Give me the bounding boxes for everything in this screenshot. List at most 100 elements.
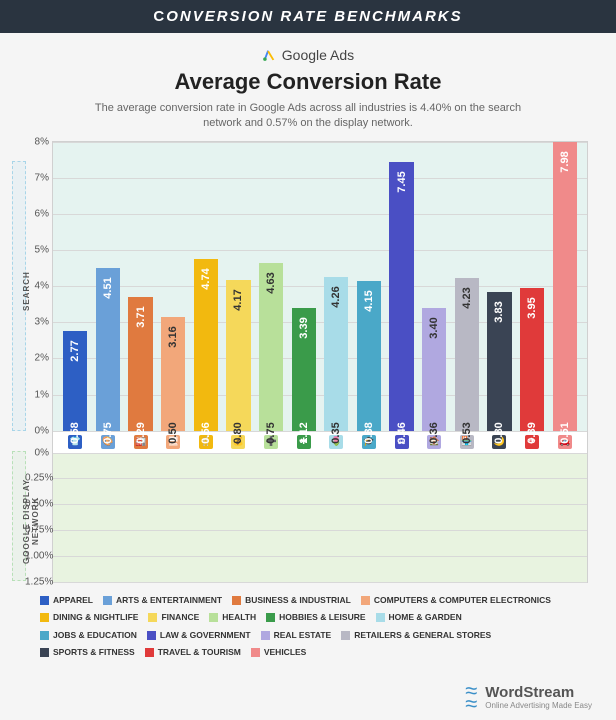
search-bar: 4.15 (357, 281, 381, 431)
bar-column: 4.17 (222, 142, 255, 431)
legend-label: HOBBIES & LEISURE (279, 610, 365, 625)
y-tick-label: 0.25% (25, 473, 49, 484)
y-tick-label: 6% (25, 208, 49, 219)
y-tick-label: 0% (25, 447, 49, 458)
legend-swatch (147, 631, 156, 640)
legend-item: FINANCE (148, 610, 199, 625)
y-tick-label: 0.50% (25, 499, 49, 510)
bar-column: 2.77 (59, 142, 92, 431)
search-bar: 7.45 (389, 162, 413, 431)
category-icon-strip: 👕🎨🏭🖥🍴💰➕✱🌷🎓⚖🏠🏪🌙✈🚗 (52, 431, 588, 453)
legend-item: COMPUTERS & COMPUTER ELECTRONICS (361, 593, 551, 608)
legend-item: ARTS & ENTERTAINMENT (103, 593, 222, 608)
bar-value-label: 0.51 (559, 422, 571, 443)
legend-swatch (361, 596, 370, 605)
display-panel: 0.580.750.290.500.560.800.751.120.350.38… (52, 453, 588, 583)
legend-item: HOME & GARDEN (376, 610, 462, 625)
y-tick-label: 1.00% (25, 550, 49, 561)
search-panel: 2.774.513.713.164.744.174.633.394.264.15… (52, 141, 588, 431)
bar-value-label: 3.16 (167, 326, 179, 347)
legend-label: COMPUTERS & COMPUTER ELECTRONICS (374, 593, 551, 608)
legend-item: RETAILERS & GENERAL STORES (341, 628, 491, 643)
bar-value-label: 4.63 (265, 273, 277, 294)
search-bar: 3.39 (292, 308, 316, 430)
legend-swatch (103, 596, 112, 605)
bar-value-label: 0.50 (167, 422, 179, 443)
header-banner: CONVERSION RATE BENCHMARKS (0, 0, 616, 33)
search-bar: 4.17 (226, 280, 250, 431)
legend-item: JOBS & EDUCATION (40, 628, 137, 643)
legend-swatch (266, 613, 275, 622)
grid-line (53, 504, 587, 505)
legend-item: HOBBIES & LEISURE (266, 610, 365, 625)
bar-value-label: 3.40 (428, 317, 440, 338)
bar-value-label: 0.46 (396, 422, 408, 443)
legend-label: REAL ESTATE (274, 628, 332, 643)
legend-label: ARTS & ENTERTAINMENT (116, 593, 222, 608)
y-tick-label: 7% (25, 172, 49, 183)
y-tick-label: 8% (25, 136, 49, 147)
page-title: Average Conversion Rate (0, 69, 616, 95)
y-tick-label: 0% (25, 425, 49, 436)
legend-item: HEALTH (209, 610, 256, 625)
y-tick-label: 2% (25, 353, 49, 364)
bar-value-label: 0.75 (102, 422, 114, 443)
legend-label: SPORTS & FITNESS (53, 645, 135, 660)
bar-value-label: 1.12 (298, 422, 310, 443)
bar-value-label: 0.36 (428, 422, 440, 443)
google-ads-icon (262, 48, 276, 62)
bar-column: 3.83 (483, 142, 516, 431)
y-tick-label: 0.75% (25, 525, 49, 536)
bar-value-label: 4.17 (232, 289, 244, 310)
y-tick-label: 1% (25, 389, 49, 400)
bar-column: 3.95 (516, 142, 549, 431)
legend-swatch (40, 596, 49, 605)
subheader: Google Ads Average Conversion Rate The a… (0, 33, 616, 131)
grid-line (53, 530, 587, 531)
legend-item: APPAREL (40, 593, 93, 608)
legend-label: HEALTH (222, 610, 256, 625)
legend-swatch (209, 613, 218, 622)
search-bar: 3.95 (520, 288, 544, 431)
legend-item: VEHICLES (251, 645, 307, 660)
legend-label: BUSINESS & INDUSTRIAL (245, 593, 351, 608)
y-tick-label: 3% (25, 317, 49, 328)
bar-value-label: 7.98 (559, 152, 571, 173)
bar-value-label: 0.29 (135, 422, 147, 443)
bar-value-label: 0.39 (526, 422, 538, 443)
legend-item: TRAVEL & TOURISM (145, 645, 241, 660)
bar-value-label: 2.77 (69, 340, 81, 361)
bar-value-label: 0.53 (461, 422, 473, 443)
grid-line (53, 431, 587, 432)
legend-label: APPAREL (53, 593, 93, 608)
grid-line (53, 478, 587, 479)
legend-swatch (40, 613, 49, 622)
google-ads-label: Google Ads (282, 47, 354, 63)
wordstream-name: WordStream (485, 684, 592, 701)
chart-area: SEARCH GOOGLE DISPLAY NETWORK 2.774.513.… (52, 141, 588, 583)
legend-item: DINING & NIGHTLIFE (40, 610, 138, 625)
legend-label: HOME & GARDEN (389, 610, 462, 625)
legend-swatch (145, 648, 154, 657)
grid-line (53, 556, 587, 557)
legend-label: LAW & GOVERNMENT (160, 628, 251, 643)
bar-value-label: 0.80 (232, 422, 244, 443)
legend-label: JOBS & EDUCATION (53, 628, 137, 643)
chart-panels: 2.774.513.713.164.744.174.633.394.264.15… (52, 141, 588, 583)
bar-value-label: 7.45 (396, 171, 408, 192)
legend-swatch (232, 596, 241, 605)
bar-column: 7.45 (385, 142, 418, 431)
search-bar: 4.74 (194, 259, 218, 430)
bar-column: 3.39 (287, 142, 320, 431)
legend: APPAREL ARTS & ENTERTAINMENT BUSINESS & IN… (40, 593, 576, 663)
search-bars: 2.774.513.713.164.744.174.633.394.264.15… (53, 142, 587, 431)
bar-value-label: 4.23 (461, 287, 473, 308)
header-title-rest: ONVERSION RATE BENCHMARKS (166, 8, 462, 25)
legend-swatch (376, 613, 385, 622)
search-bar: 3.16 (161, 317, 185, 431)
legend-swatch (261, 631, 270, 640)
legend-item: BUSINESS & INDUSTRIAL (232, 593, 351, 608)
legend-item: LAW & GOVERNMENT (147, 628, 251, 643)
bar-column: 4.15 (353, 142, 386, 431)
bar-column: 4.23 (451, 142, 484, 431)
